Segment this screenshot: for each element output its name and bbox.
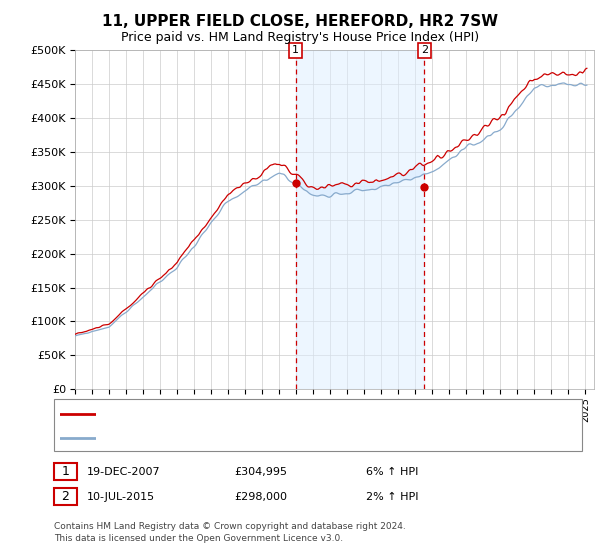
Text: 1: 1 [292,45,299,55]
Text: 2% ↑ HPI: 2% ↑ HPI [366,492,419,502]
Text: 10-JUL-2015: 10-JUL-2015 [87,492,155,502]
Text: 2: 2 [421,45,428,55]
Text: Price paid vs. HM Land Registry's House Price Index (HPI): Price paid vs. HM Land Registry's House … [121,31,479,44]
Text: Contains HM Land Registry data © Crown copyright and database right 2024.
This d: Contains HM Land Registry data © Crown c… [54,522,406,543]
Text: 19-DEC-2007: 19-DEC-2007 [87,466,161,477]
Text: 6% ↑ HPI: 6% ↑ HPI [366,466,418,477]
Bar [296,50,424,389]
Text: 2: 2 [61,490,70,503]
Text: £304,995: £304,995 [234,466,287,477]
Text: £298,000: £298,000 [234,492,287,502]
Text: 1: 1 [61,465,70,478]
Text: 11, UPPER FIELD CLOSE, HEREFORD, HR2 7SW: 11, UPPER FIELD CLOSE, HEREFORD, HR2 7SW [102,14,498,29]
Text: HPI: Average price, detached house, Herefordshire: HPI: Average price, detached house, Here… [102,433,366,443]
Text: 11, UPPER FIELD CLOSE, HEREFORD, HR2 7SW (detached house): 11, UPPER FIELD CLOSE, HEREFORD, HR2 7SW… [102,409,439,419]
